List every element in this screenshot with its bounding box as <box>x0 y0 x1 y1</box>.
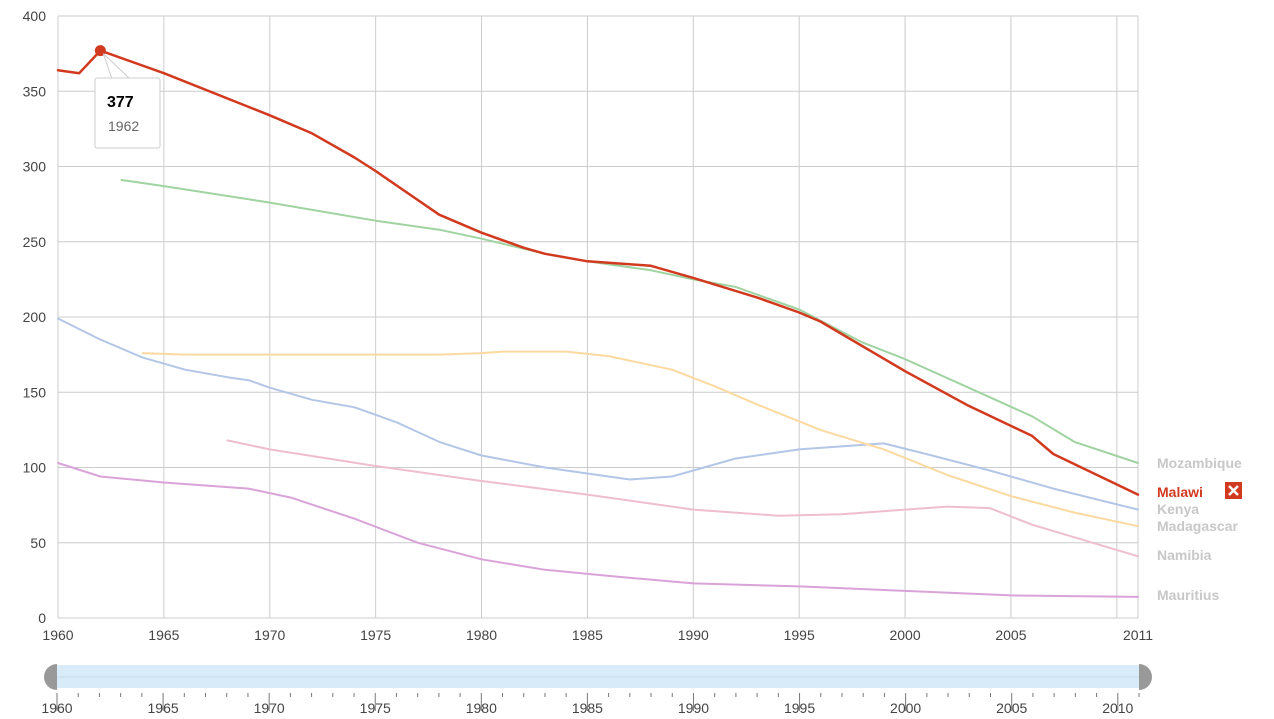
y-tick-label: 400 <box>23 8 47 24</box>
slider-year-label: 2010 <box>1102 700 1133 716</box>
slider-year-label: 1960 <box>41 700 72 716</box>
close-icon[interactable] <box>1225 482 1242 499</box>
x-tick-label: 2005 <box>995 627 1026 643</box>
y-tick-label: 250 <box>23 234 47 250</box>
x-tick-label: 1990 <box>678 627 709 643</box>
slider-year-label: 1975 <box>360 700 391 716</box>
time-range-slider[interactable]: 1960 1965 1970 1975 1980 1985 1990 1995 2000 2005… <box>41 664 1152 716</box>
legend-item-kenya[interactable]: Kenya <box>1157 501 1199 517</box>
x-tick-label: 1960 <box>42 627 73 643</box>
tooltip-year: 1962 <box>108 118 139 134</box>
slider-handle-right[interactable] <box>1139 664 1152 690</box>
legend-item-mozambique[interactable]: Mozambique <box>1157 455 1242 471</box>
slider-labels: 1960 1965 1970 1975 1980 1985 1990 1995 2000 2005… <box>41 700 1133 716</box>
series-lines <box>56 45 1140 598</box>
highlighted-point[interactable] <box>94 45 106 57</box>
y-tick-label: 200 <box>23 309 47 325</box>
legend-item-namibia[interactable]: Namibia <box>1157 547 1212 563</box>
slider-year-label: 1985 <box>572 700 603 716</box>
slider-ticks <box>56 693 1140 711</box>
x-tick-label: 2011 <box>1123 627 1153 643</box>
slider-year-label: 1965 <box>148 700 179 716</box>
slider-year-label: 1970 <box>254 700 285 716</box>
x-tick-label: 2000 <box>889 627 920 643</box>
series-line-mauritius[interactable] <box>57 462 1139 598</box>
x-tick-label: 1995 <box>784 627 815 643</box>
tooltip-value: 377 <box>107 94 134 111</box>
slider-year-label: 1980 <box>466 700 497 716</box>
x-tick-label: 1975 <box>360 627 391 643</box>
series-line-namibia[interactable] <box>226 439 1139 558</box>
tooltip-box <box>94 77 161 149</box>
legend: Mozambique Malawi Kenya Madagascar Namib… <box>1157 455 1242 603</box>
y-tick-label: 300 <box>23 159 47 175</box>
series-line-mozambique[interactable] <box>120 179 1139 464</box>
y-tick-label: 350 <box>23 83 47 99</box>
legend-item-madagascar[interactable]: Madagascar <box>1157 518 1238 534</box>
y-tick-label: 50 <box>30 535 46 551</box>
chart-grid <box>57 15 1139 619</box>
y-tick-label: 100 <box>23 460 47 476</box>
x-tick-label: 1965 <box>148 627 179 643</box>
x-tick-label: 1985 <box>572 627 603 643</box>
legend-item-malawi[interactable]: Malawi <box>1157 484 1203 500</box>
x-tick-label: 1970 <box>254 627 285 643</box>
slider-year-label: 1995 <box>784 700 815 716</box>
legend-item-mauritius[interactable]: Mauritius <box>1157 587 1219 603</box>
series-line-kenya[interactable] <box>57 317 1139 511</box>
x-tick-label: 1980 <box>466 627 497 643</box>
slider-year-label: 2005 <box>996 700 1027 716</box>
axis-labels: 0 50 100 150 200 250 300 350 400 1960 1965 1970 1975… <box>23 8 1154 643</box>
series-line-malawi[interactable] <box>56 49 1140 496</box>
slider-handle-left[interactable] <box>44 664 57 690</box>
series-line-madagascar[interactable] <box>141 350 1139 528</box>
data-tooltip: 377 1962 <box>94 53 161 149</box>
slider-year-label: 1990 <box>678 700 709 716</box>
slider-year-label: 2000 <box>890 700 921 716</box>
y-tick-label: 0 <box>38 610 46 626</box>
y-tick-label: 150 <box>23 384 47 400</box>
